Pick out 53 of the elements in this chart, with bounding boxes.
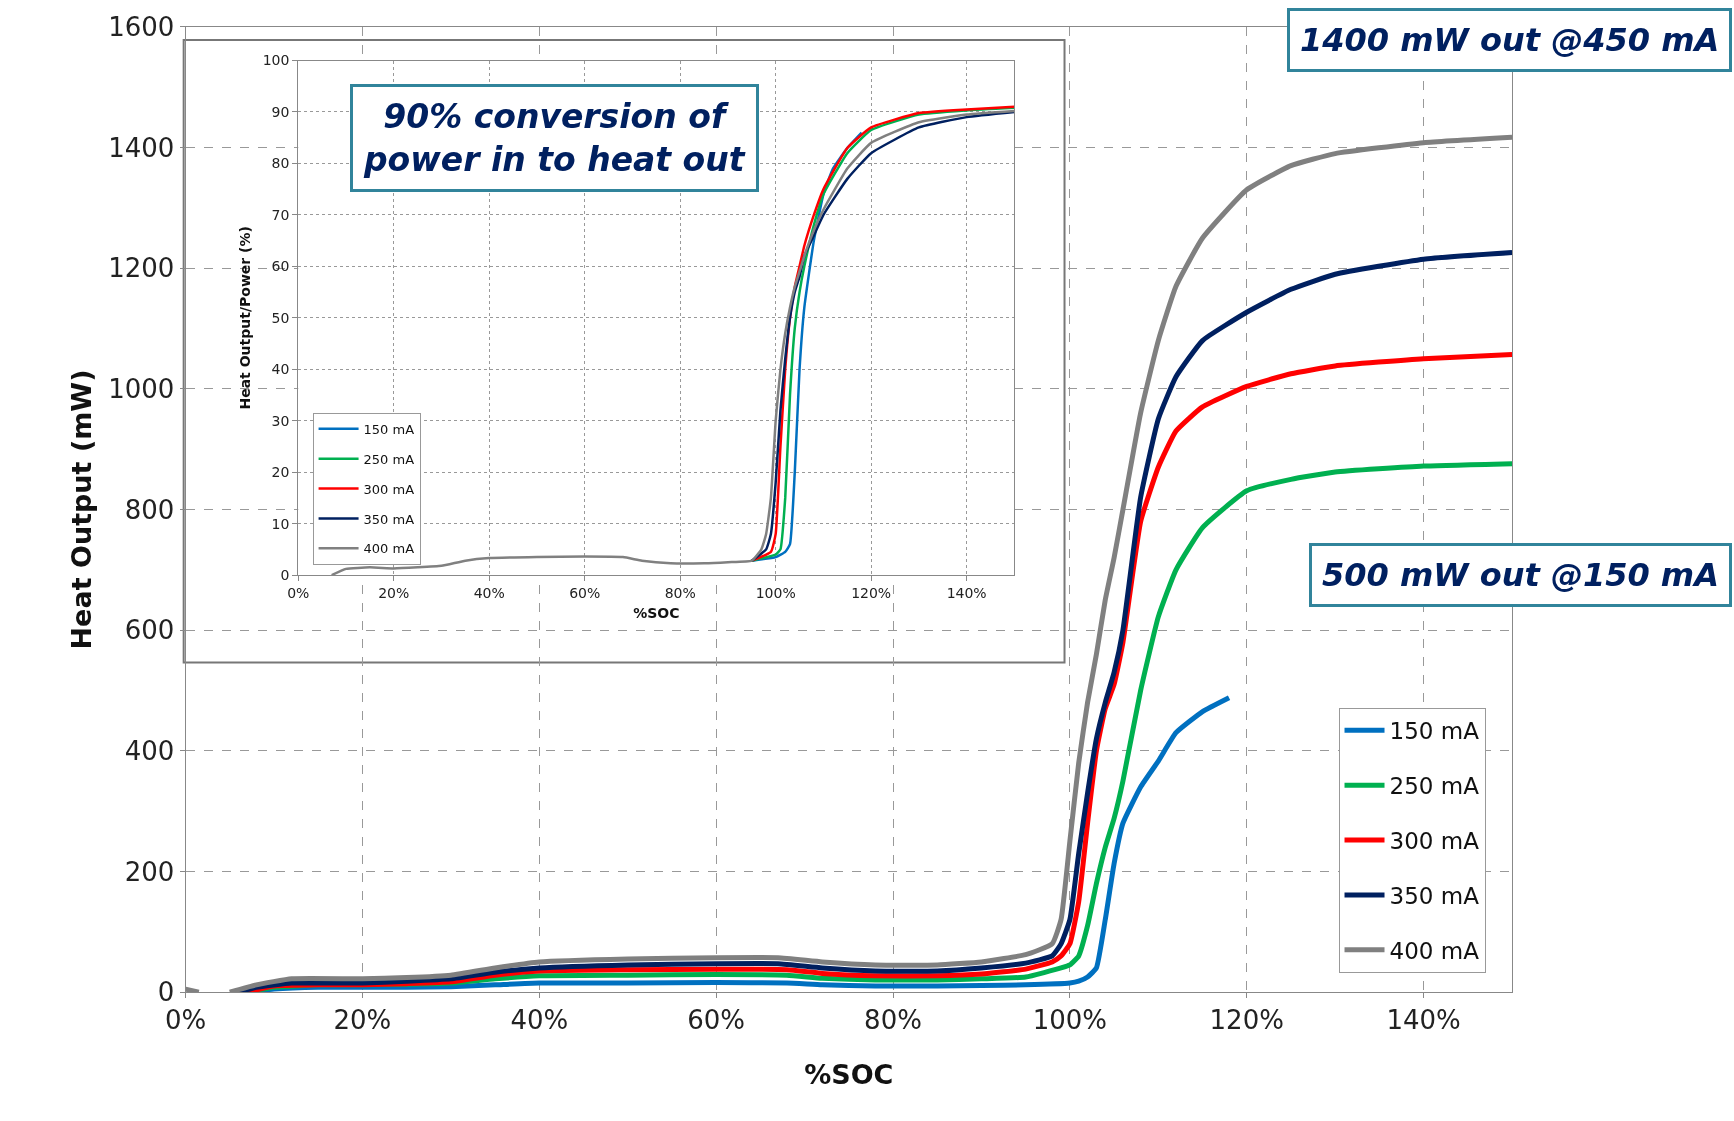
y-tick-label: 80 — [271, 155, 290, 172]
y-axis-title: Heat Output/Power (%) — [237, 226, 254, 410]
y-tick-label: 1400 — [108, 132, 175, 163]
y-tick-label: 800 — [124, 494, 175, 525]
x-tick-label: 80% — [664, 584, 696, 601]
y-tick-label: 1600 — [108, 12, 175, 42]
legend-label: 350 mA — [1389, 882, 1480, 909]
y-tick-label: 1200 — [108, 253, 175, 284]
x-tick-label: 60% — [569, 584, 601, 601]
y-tick-label: 50 — [271, 309, 290, 326]
y-tick-label: 0 — [157, 977, 175, 1008]
y-tick-label: 0 — [280, 566, 290, 583]
legend-label: 350 mA — [363, 511, 415, 527]
y-tick-label: 100 — [262, 52, 290, 69]
annotation: 500 mW out @150 mA — [1322, 556, 1719, 594]
x-tick-label: 140% — [946, 584, 987, 601]
x-tick-label: 120% — [1209, 1005, 1284, 1036]
legend-label: 250 mA — [1389, 773, 1480, 800]
legend-label: 150 mA — [1389, 718, 1480, 745]
y-tick-label: 30 — [271, 412, 290, 429]
y-tick-label: 20 — [271, 464, 290, 481]
x-axis-title: %SOC — [633, 605, 680, 622]
x-tick-label: 0% — [287, 584, 310, 601]
y-tick-label: 600 — [124, 615, 175, 646]
y-tick-label: 60 — [271, 258, 290, 275]
x-tick-label: 60% — [687, 1005, 746, 1036]
x-tick-label: 100% — [755, 584, 796, 601]
y-tick-label: 90 — [271, 103, 290, 120]
x-tick-label: 100% — [1032, 1005, 1108, 1036]
x-tick-label: 140% — [1386, 1005, 1461, 1036]
legend-label: 300 mA — [1389, 828, 1480, 854]
legend-label: 150 mA — [363, 421, 415, 437]
x-tick-label: 0% — [164, 1005, 207, 1036]
x-axis-title: %SOC — [804, 1058, 894, 1090]
y-tick-label: 400 — [124, 735, 175, 766]
y-tick-label: 1000 — [108, 373, 175, 404]
x-tick-label: 40% — [473, 584, 505, 601]
y-axis-title: Heat Output (mW) — [66, 369, 98, 650]
annotation: 1400 mW out @450 mA — [1300, 21, 1720, 59]
x-tick-label: 120% — [851, 584, 892, 601]
y-tick-label: 70 — [271, 206, 290, 223]
x-tick-label: 20% — [333, 1005, 392, 1036]
legend-label: 300 mA — [363, 481, 415, 497]
x-tick-label: 20% — [378, 584, 410, 601]
x-tick-label: 40% — [510, 1005, 569, 1036]
y-tick-label: 40 — [271, 361, 290, 378]
x-tick-label: 80% — [864, 1005, 922, 1036]
annotation: 90% conversion of power in to heat out — [363, 97, 746, 179]
legend-label: 400 mA — [1389, 937, 1480, 964]
legend-label: 400 mA — [363, 541, 415, 557]
legend-label: 250 mA — [363, 451, 415, 467]
y-tick-label: 10 — [271, 515, 290, 532]
y-tick-label: 200 — [124, 856, 175, 887]
